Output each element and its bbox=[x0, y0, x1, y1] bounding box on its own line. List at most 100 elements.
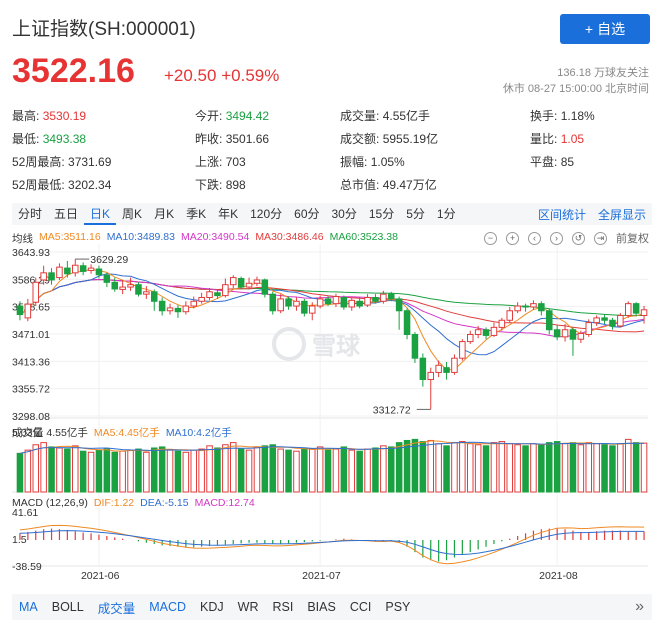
volume-bar bbox=[79, 450, 87, 493]
candle-body bbox=[158, 300, 166, 312]
period-tab[interactable]: 5分 bbox=[406, 207, 425, 221]
period-link[interactable]: 区间统计 bbox=[537, 207, 586, 222]
legend-item: DEA:-5.15 bbox=[140, 497, 189, 509]
move-right-icon[interactable]: › bbox=[550, 231, 563, 245]
volume-bar bbox=[16, 452, 24, 493]
volume-bar bbox=[609, 445, 616, 493]
reset-icon[interactable]: ↺ bbox=[572, 231, 585, 245]
volume-bar bbox=[190, 449, 198, 493]
legend-item: MA10:4.2亿手 bbox=[165, 427, 232, 439]
y-tick-label: 3471.01 bbox=[12, 329, 50, 341]
indicator-tab[interactable]: RSI bbox=[272, 600, 294, 614]
y-tick-label: 3643.93 bbox=[12, 247, 50, 259]
volume-bar bbox=[182, 451, 190, 493]
stat-item: 最低: 3493.38 bbox=[12, 130, 195, 147]
period-tab[interactable]: 分时 bbox=[18, 207, 43, 221]
candle-body bbox=[79, 265, 87, 272]
indicator-tab[interactable]: CCI bbox=[349, 600, 372, 614]
period-link[interactable]: 全屏显示 bbox=[597, 207, 646, 222]
y-tick-label: 3355.72 bbox=[12, 384, 50, 396]
candle-body bbox=[340, 296, 348, 308]
candle-body bbox=[632, 303, 640, 314]
high-annotation: 3629.29 bbox=[90, 254, 128, 266]
period-tab[interactable]: 15分 bbox=[368, 207, 395, 221]
indicator-tab[interactable]: MA bbox=[19, 600, 38, 614]
stat-item: 总市值: 49.47万亿 bbox=[340, 176, 530, 193]
period-tab[interactable]: 日K bbox=[84, 203, 117, 225]
volume-bar bbox=[640, 442, 648, 493]
more-icon[interactable]: » bbox=[635, 598, 644, 615]
volume-bar bbox=[403, 439, 411, 493]
indicator-tab[interactable]: WR bbox=[237, 600, 259, 614]
candle-body bbox=[569, 329, 577, 340]
candle-body bbox=[261, 279, 269, 295]
volume-bar bbox=[553, 441, 561, 493]
volume-bar bbox=[103, 448, 111, 493]
candle-body bbox=[190, 300, 198, 307]
legend-item: MA30:3486.46 bbox=[255, 231, 324, 243]
period-tab[interactable]: 五日 bbox=[54, 207, 79, 221]
add-watchlist-button[interactable]: + 自选 bbox=[560, 14, 650, 44]
volume-bar bbox=[387, 446, 395, 493]
zoom-out-icon[interactable]: − bbox=[484, 231, 497, 245]
stat-value: 1.18% bbox=[560, 109, 595, 123]
candle-body bbox=[119, 286, 126, 290]
indicator-tabs: MA BOLL 成交量 MACD KDJ WR RSI BIAS CCI PSY » bbox=[12, 594, 652, 620]
watermark-text: 雪球 bbox=[312, 333, 360, 360]
macd-axis-label: -38.59 bbox=[12, 561, 42, 573]
candle-body bbox=[135, 284, 142, 295]
candle-body bbox=[624, 303, 632, 317]
period-tab[interactable]: 60分 bbox=[294, 207, 320, 221]
stat-item: 上涨: 703 bbox=[195, 153, 340, 170]
indicator-tab[interactable]: BOLL bbox=[51, 600, 84, 614]
volume-bar bbox=[277, 448, 284, 493]
move-left-icon[interactable]: ‹ bbox=[528, 231, 541, 245]
period-tabs: 分时 五日 日K 周K 月K 季K 年K 120分 60分 30分 15分 5分 1分 区间统计 全屏显示 bbox=[12, 203, 652, 225]
legend-item: MA20:3490.54 bbox=[181, 231, 250, 243]
legend-item: MA5:4.45亿手 bbox=[93, 427, 160, 439]
indicator-tab[interactable]: BIAS bbox=[307, 600, 336, 614]
indicator-tab[interactable]: KDJ bbox=[200, 600, 224, 614]
goto-end-icon[interactable]: ⇥ bbox=[594, 231, 607, 245]
xueqiu-logo-icon bbox=[272, 326, 306, 361]
volume-bar bbox=[514, 444, 521, 493]
stat-item: 成交额: 5955.19亿 bbox=[340, 130, 530, 147]
candle-body bbox=[474, 329, 482, 335]
stat-value: 85 bbox=[560, 155, 575, 169]
period-tab[interactable]: 120分 bbox=[250, 207, 283, 221]
volume-bar bbox=[601, 444, 608, 493]
stat-item: 最高: 3530.19 bbox=[12, 107, 195, 124]
ma10-line bbox=[19, 273, 645, 356]
period-tab[interactable]: 季K bbox=[186, 207, 207, 221]
volume-bar bbox=[119, 450, 126, 493]
period-tab[interactable]: 30分 bbox=[331, 207, 357, 221]
indicator-tab[interactable]: 成交量 bbox=[97, 601, 136, 616]
candle-body bbox=[601, 317, 608, 321]
volume-bar bbox=[356, 450, 363, 493]
zoom-in-icon[interactable]: + bbox=[506, 231, 519, 245]
period-tab[interactable]: 周K bbox=[122, 207, 143, 221]
volume-bar bbox=[372, 447, 379, 493]
indicator-tab[interactable]: PSY bbox=[385, 600, 411, 614]
volume-bar bbox=[87, 451, 95, 493]
period-tab[interactable]: 月K bbox=[154, 207, 175, 221]
volume-bar bbox=[624, 438, 632, 493]
candle-body bbox=[451, 357, 458, 373]
period-tab[interactable]: 1分 bbox=[436, 207, 456, 221]
candle-body bbox=[143, 291, 150, 295]
candle-body bbox=[411, 333, 419, 359]
stat-value: 703 bbox=[225, 155, 246, 169]
candle-body bbox=[214, 292, 221, 297]
volume-bar bbox=[348, 449, 356, 493]
indicator-tab[interactable]: MACD bbox=[149, 600, 187, 614]
stat-item: 平盘: 85 bbox=[530, 153, 650, 170]
candle-body bbox=[482, 329, 490, 336]
candle-body bbox=[419, 357, 427, 381]
volume-bar bbox=[498, 441, 506, 493]
period-tab[interactable]: 年K bbox=[218, 207, 239, 221]
x-tick-label: 2021-08 bbox=[539, 570, 578, 582]
candle-body bbox=[522, 305, 529, 308]
restore-mode-label[interactable]: 前复权 bbox=[616, 233, 649, 245]
candle-body bbox=[356, 300, 363, 307]
